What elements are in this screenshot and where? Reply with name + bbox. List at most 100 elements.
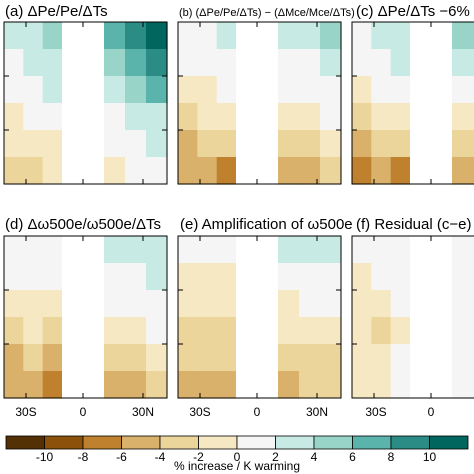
x-tick-label-eq-d: 0 (80, 405, 87, 419)
contour-cell (320, 236, 342, 264)
contour-cell (352, 22, 372, 50)
x-tick-label-30s-e: 30S (189, 405, 210, 419)
x-tick-label-30s-d: 30S (15, 405, 36, 419)
panel-b-ticks (178, 22, 341, 184)
colorbar-swatches (5, 435, 469, 450)
contour-cell (23, 76, 44, 104)
contour-cell (42, 130, 63, 158)
contour-cell (320, 76, 342, 104)
colorbar-swatch (390, 435, 430, 450)
panel-f-field (352, 236, 474, 399)
colorbar-tick-label: 10 (423, 450, 437, 464)
contour-cell (452, 103, 474, 131)
panel-a: (a) ΔPe/Pe/ΔTs (3, 3, 168, 185)
contour-cell (452, 290, 474, 318)
contour-cell (125, 263, 147, 291)
contour-cell (197, 290, 218, 318)
contour-cell (125, 22, 147, 50)
contour-cell (146, 344, 168, 372)
contour-cell (452, 371, 474, 399)
panel-b-title: (b) (ΔPe/Pe/ΔTs) − (ΔMce/Mce/ΔTs) (179, 7, 355, 19)
contour-cell (42, 290, 63, 318)
x-tick-label-30n-e: 30N (306, 405, 328, 419)
contour-cell (216, 371, 237, 399)
contour-cell (146, 290, 168, 318)
contour-cell (352, 49, 372, 77)
contour-cell (197, 49, 218, 77)
contour-cell (197, 371, 218, 399)
contour-cell (390, 103, 411, 131)
contour-cell (4, 103, 24, 131)
x-axis-labels: 30S 0 30N 30S 0 30N 30S 0 (15, 405, 434, 419)
contour-cell (146, 103, 168, 131)
contour-cell (452, 236, 474, 264)
contour-cell (352, 371, 372, 399)
panel-c-ticks (352, 22, 432, 184)
contour-cell (197, 22, 218, 50)
colorbar-swatch (159, 435, 199, 450)
panel-d-frame (3, 235, 168, 399)
contour-cell (146, 371, 168, 399)
panel-e-land-mask (236, 236, 278, 398)
contour-cell (299, 49, 321, 77)
contour-cell (42, 22, 63, 50)
contour-cell (278, 103, 300, 131)
contour-cell (299, 22, 321, 50)
contour-cell (371, 317, 392, 345)
contour-cell (299, 344, 321, 372)
contour-cell (452, 157, 474, 185)
contour-cell (146, 157, 168, 185)
contour-cell (216, 290, 237, 318)
x-tick-label-30s-f: 30S (365, 405, 386, 419)
contour-cell (125, 49, 147, 77)
contour-cell (299, 236, 321, 264)
panel-a-frame (3, 21, 168, 185)
contour-cell (216, 76, 237, 104)
colorbar-swatch (313, 435, 353, 450)
contour-cell (146, 317, 168, 345)
contour-cell (197, 130, 218, 158)
contour-cell (278, 263, 300, 291)
contour-cell (104, 130, 126, 158)
contour-cell (452, 263, 474, 291)
contour-cell (104, 76, 126, 104)
contour-cell (42, 236, 63, 264)
contour-cell (125, 76, 147, 104)
contour-cell (4, 290, 24, 318)
contour-cell (197, 317, 218, 345)
contour-cell (390, 236, 411, 264)
panel-f-title: (f) Residual (c−e) (356, 216, 471, 233)
contour-cell (390, 263, 411, 291)
colorbar-swatch (429, 435, 469, 450)
panel-c-frame (351, 21, 474, 185)
contour-cell (146, 236, 168, 264)
colorbar-tick-label: 6 (349, 450, 356, 464)
contour-cell (23, 157, 44, 185)
panel-a-field (4, 22, 168, 185)
colorbar-swatch (121, 435, 161, 450)
contour-cell (104, 49, 126, 77)
contour-cell (23, 130, 44, 158)
contour-cell (216, 344, 237, 372)
colorbar-tick-label: -10 (36, 450, 54, 464)
contour-cell (42, 317, 63, 345)
colorbar-swatch (352, 435, 392, 450)
contour-cell (4, 22, 24, 50)
contour-cell (371, 236, 392, 264)
contour-cell (390, 344, 411, 372)
panel-e-title: (e) Amplification of ω500e (180, 216, 353, 233)
contour-cell (146, 22, 168, 50)
contour-cell (178, 371, 198, 399)
contour-cell (299, 317, 321, 345)
contour-cell (125, 236, 147, 264)
colorbar-tick-label: -4 (155, 450, 166, 464)
contour-cell (320, 263, 342, 291)
contour-cell (23, 344, 44, 372)
panel-a-title: (a) ΔPe/Pe/ΔTs (5, 3, 108, 20)
colorbar-tick-label: 0 (234, 450, 241, 464)
contour-cell (390, 371, 411, 399)
contour-cell (320, 49, 342, 77)
contour-cell (104, 317, 126, 345)
contour-cell (371, 290, 392, 318)
colorbar-swatch (236, 435, 276, 450)
